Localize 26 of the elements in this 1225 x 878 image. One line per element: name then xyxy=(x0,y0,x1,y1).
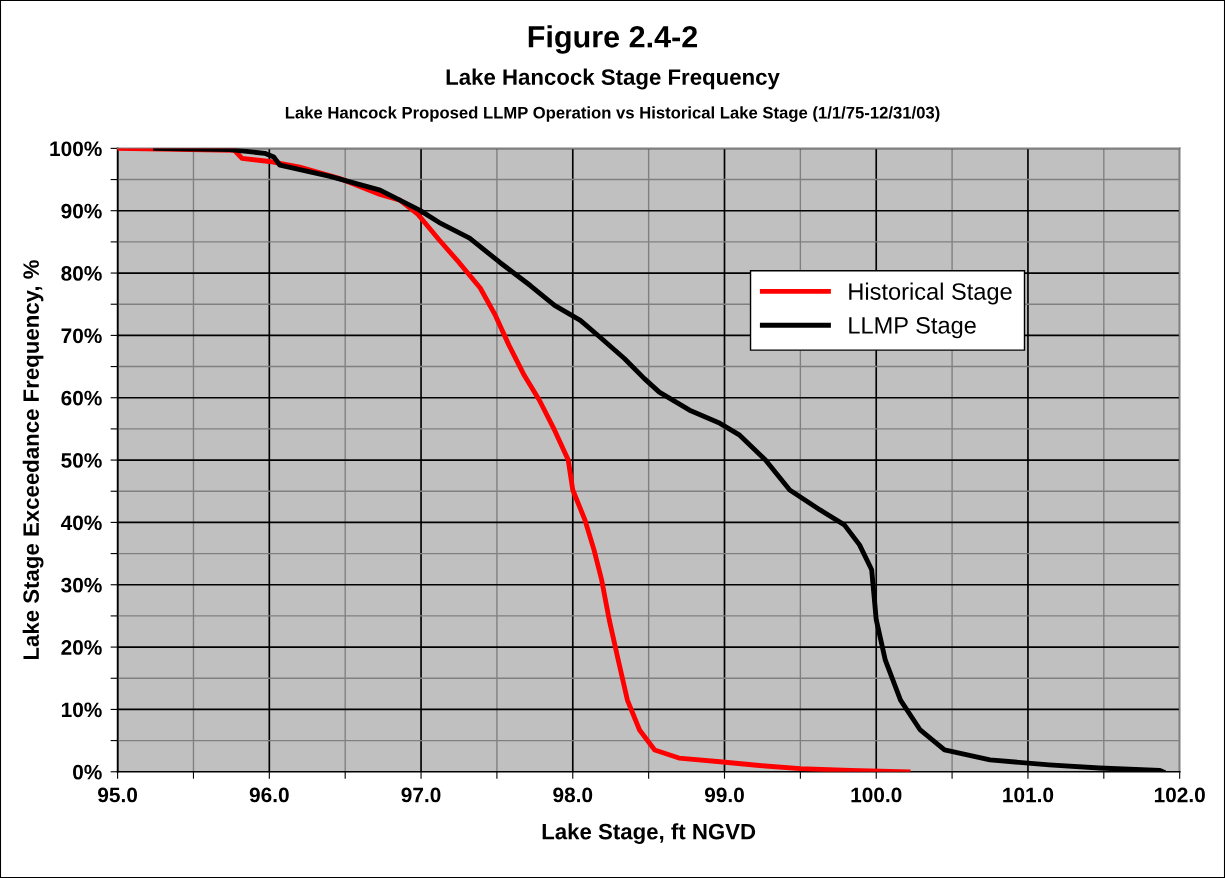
chart-subtitle: Lake Hancock Stage Frequency xyxy=(446,68,780,90)
y-tick-label: 90% xyxy=(61,203,102,219)
x-tick-label: 102.0 xyxy=(1154,787,1205,803)
y-tick-label: 50% xyxy=(61,453,102,468)
y-tick-label: 70% xyxy=(61,328,102,344)
y-tick-label: 10% xyxy=(61,702,102,718)
x-tick-label: 96.0 xyxy=(249,787,289,803)
y-tick-label: 100% xyxy=(50,141,102,157)
text: Lake Hancock Proposed LLMP Operation vs Historical Lake Stage (1/1/75-12/31/03) xyxy=(285,106,940,122)
x-tick-label: 98.0 xyxy=(553,787,593,803)
x-tick-label: 101.0 xyxy=(1003,787,1054,803)
x-tick-label: 99.0 xyxy=(704,787,744,803)
y-tick-label: 30% xyxy=(61,577,102,593)
chart-title: Figure 2.4-2 xyxy=(528,25,698,54)
y-tick-label: 60% xyxy=(61,390,102,406)
y-axis-title: Lake Stage Exceedance Frequency, % xyxy=(22,260,44,660)
y-tick-label: 0% xyxy=(73,764,102,780)
legend-label: Historical Stage xyxy=(849,282,1012,305)
legend-label: LLMP Stage xyxy=(849,316,976,339)
x-tick-label: 95.0 xyxy=(98,787,138,803)
y-tick-label: 80% xyxy=(61,266,102,281)
y-tick-label: 40% xyxy=(60,515,102,531)
x-tick-label: 97.0 xyxy=(401,787,441,803)
y-tick-label: 20% xyxy=(61,640,102,655)
x-tick-label: 100.0 xyxy=(851,787,902,803)
x-axis-title: Lake Stage, ft NGVD xyxy=(542,823,756,844)
